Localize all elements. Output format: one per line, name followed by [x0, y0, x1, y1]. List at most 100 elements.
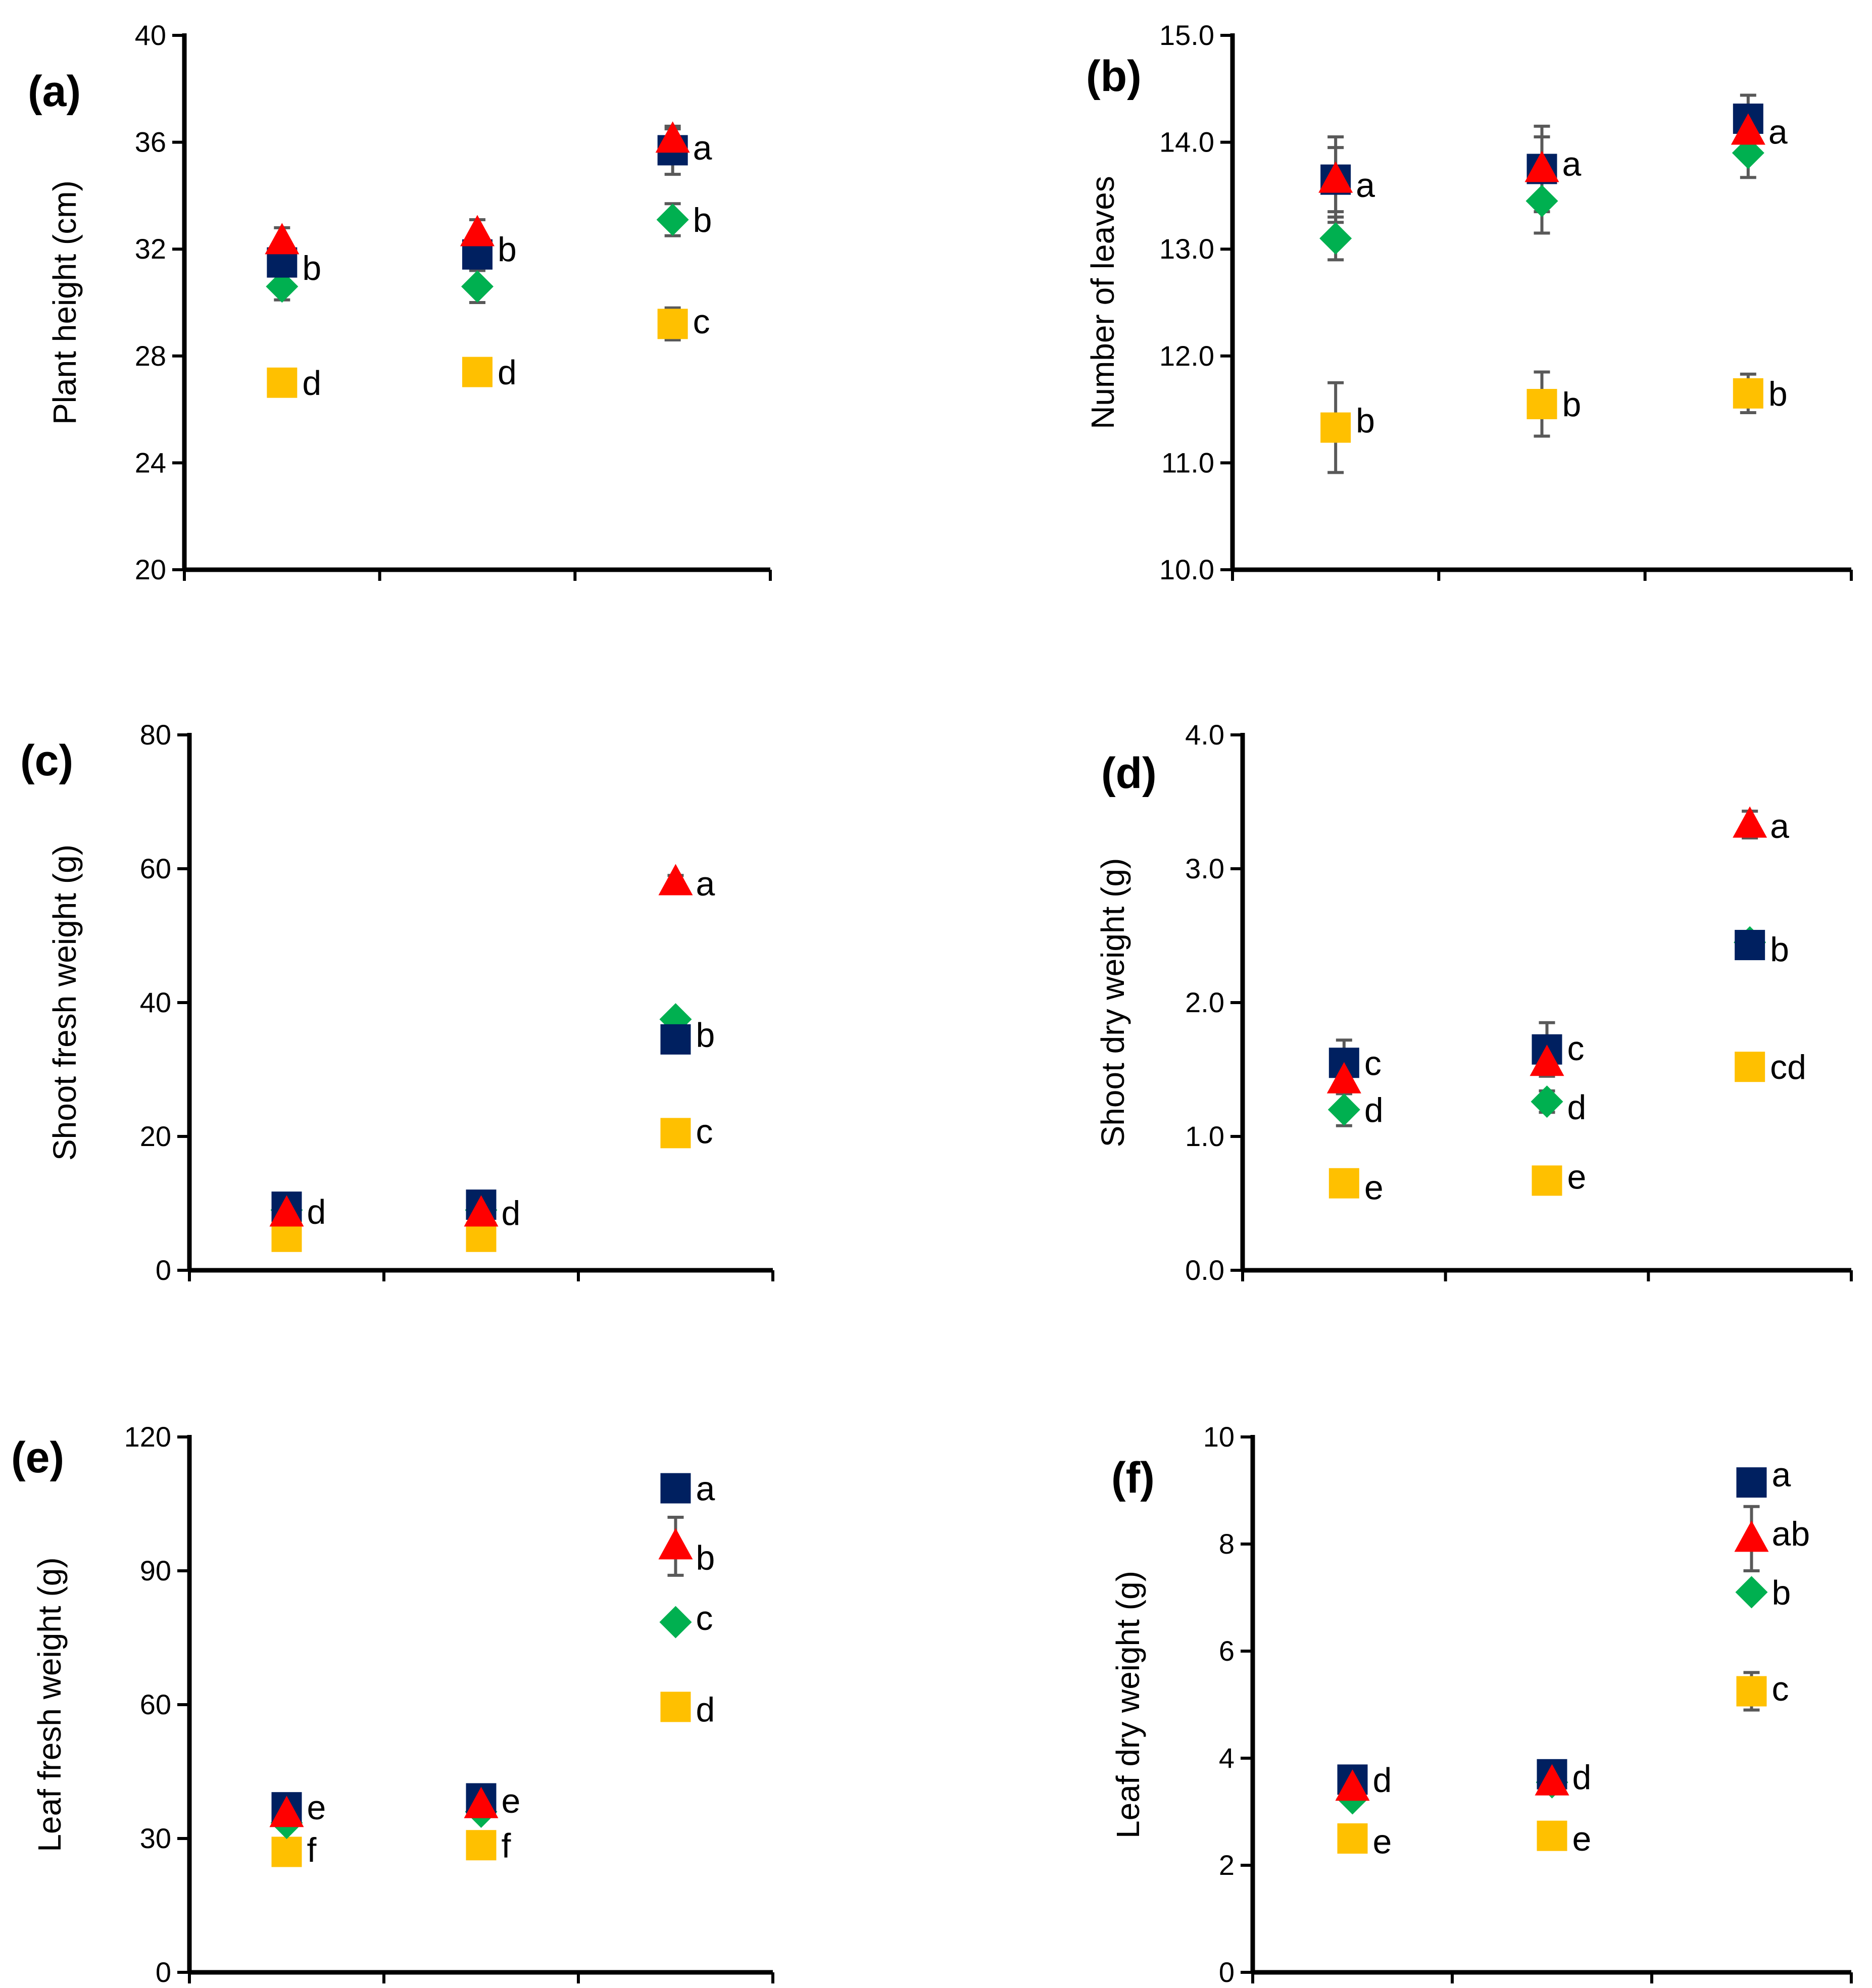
- y-tick-label: 4: [1219, 1742, 1235, 1774]
- panel-c: 0 20 40 60 80 Shoot fresh weight (g) (c) d d a b c: [20, 719, 774, 1286]
- significance-label: c: [693, 303, 710, 341]
- data-point-triangle: [658, 864, 693, 896]
- data-point-square: [1735, 1052, 1765, 1082]
- y-tick-label: 120: [124, 1421, 171, 1453]
- significance-label: d: [302, 364, 321, 403]
- significance-label: a: [1770, 807, 1789, 846]
- data-point-square: [660, 1692, 691, 1722]
- y-tick-label: 6: [1219, 1635, 1235, 1667]
- panel-label: (c): [20, 736, 73, 785]
- data-point-triangle: [269, 1195, 304, 1227]
- y-tick-label: 2.0: [1185, 986, 1224, 1018]
- data-point-square: [271, 1836, 302, 1867]
- significance-label: c: [1772, 1670, 1789, 1708]
- y-tick-label: 30: [140, 1822, 171, 1854]
- y-tick-label: 80: [140, 719, 171, 751]
- data-point-triangle: [265, 223, 300, 255]
- y-tick-label: 13.0: [1159, 233, 1214, 265]
- data-point-triangle: [1530, 1045, 1564, 1076]
- data-point-square: [657, 309, 688, 339]
- panel-label: (d): [1101, 749, 1157, 798]
- data-point-triangle: [464, 1786, 499, 1818]
- data-point-triangle: [1734, 1520, 1769, 1552]
- significance-label: a: [1772, 1456, 1791, 1494]
- significance-label: d: [696, 1691, 715, 1729]
- data-point-triangle: [1524, 151, 1559, 182]
- significance-label: b: [1770, 930, 1789, 969]
- data-point-square: [462, 357, 492, 387]
- data-point-square: [1537, 1820, 1567, 1851]
- data-point-triangle: [1335, 1769, 1370, 1801]
- significance-label: a: [693, 129, 712, 167]
- significance-label: c: [696, 1112, 713, 1151]
- significance-label: b: [696, 1016, 715, 1055]
- significance-label: c: [696, 1599, 713, 1637]
- data-point-diamond: [266, 270, 299, 303]
- data-point-square: [1320, 412, 1351, 443]
- significance-label: b: [693, 201, 712, 239]
- data-point-square: [1337, 1823, 1368, 1854]
- data-point-square: [1328, 1168, 1359, 1199]
- significance-label: a: [696, 1470, 715, 1508]
- panel-label: (b): [1086, 52, 1142, 101]
- data-point-triangle: [658, 1528, 693, 1560]
- data-point-square: [660, 1473, 691, 1504]
- data-point-diamond: [656, 204, 689, 236]
- significance-label: d: [1373, 1761, 1392, 1799]
- data-point-square: [267, 367, 298, 398]
- significance-label: d: [502, 1194, 521, 1232]
- panel-label: (e): [11, 1433, 64, 1482]
- data-point-square: [466, 1221, 497, 1252]
- significance-label: e: [1364, 1169, 1384, 1207]
- data-point-triangle: [1535, 1764, 1569, 1796]
- y-tick-label: 40: [135, 19, 166, 51]
- significance-label: e: [1373, 1822, 1392, 1861]
- data-point-square: [1526, 389, 1557, 420]
- data-point-square: [1735, 930, 1765, 961]
- data-point-triangle: [1733, 806, 1767, 838]
- significance-label: d: [1364, 1091, 1384, 1129]
- significance-label: cd: [1770, 1048, 1806, 1086]
- significance-label: b: [1562, 385, 1582, 424]
- y-tick-label: 12.0: [1159, 340, 1214, 372]
- y-tick-label: 32: [135, 233, 166, 265]
- panel-label: (a): [28, 67, 81, 116]
- significance-label: d: [307, 1192, 326, 1231]
- significance-label: b: [1772, 1573, 1791, 1612]
- y-axis-title: Shoot fresh weight (g): [46, 844, 83, 1161]
- y-tick-label: 0: [156, 1254, 171, 1286]
- y-tick-label: 3.0: [1185, 853, 1224, 884]
- y-tick-label: 0: [1219, 1956, 1235, 1988]
- data-point-square: [1736, 1676, 1767, 1707]
- data-point-diamond: [1732, 136, 1764, 169]
- y-tick-label: 2: [1219, 1849, 1235, 1881]
- data-point-diamond: [1327, 1094, 1360, 1126]
- data-point-triangle: [464, 1195, 499, 1227]
- data-point-square: [466, 1830, 497, 1861]
- y-tick-label: 14.0: [1159, 126, 1214, 158]
- y-tick-label: 4.0: [1185, 719, 1224, 751]
- significance-label: b: [302, 249, 321, 287]
- significance-label: e: [1572, 1820, 1592, 1858]
- panel-label: (f): [1111, 1454, 1155, 1502]
- panel-b: 10.0 11.0 12.0 13.0 14.0 15.0 Number of leaves…: [1085, 19, 1853, 585]
- data-point-triangle: [460, 215, 495, 246]
- y-tick-label: 20: [140, 1120, 171, 1152]
- y-tick-label: 11.0: [1161, 446, 1214, 478]
- data-point-triangle: [1731, 113, 1765, 145]
- data-point-square: [1733, 378, 1763, 409]
- y-tick-label: 0: [156, 1956, 171, 1988]
- y-axis-title: Plant height (cm): [46, 180, 83, 425]
- data-point-square: [1736, 1467, 1767, 1498]
- significance-label: b: [696, 1539, 715, 1577]
- y-tick-label: 40: [140, 986, 171, 1018]
- significance-label: a: [1768, 113, 1788, 151]
- y-tick-label: 1.0: [1185, 1120, 1224, 1152]
- significance-label: d: [1572, 1758, 1592, 1797]
- y-tick-label: 0.0: [1185, 1254, 1224, 1286]
- y-tick-label: 36: [135, 126, 166, 158]
- significance-label: a: [1562, 145, 1582, 183]
- data-point-diamond: [1319, 222, 1352, 255]
